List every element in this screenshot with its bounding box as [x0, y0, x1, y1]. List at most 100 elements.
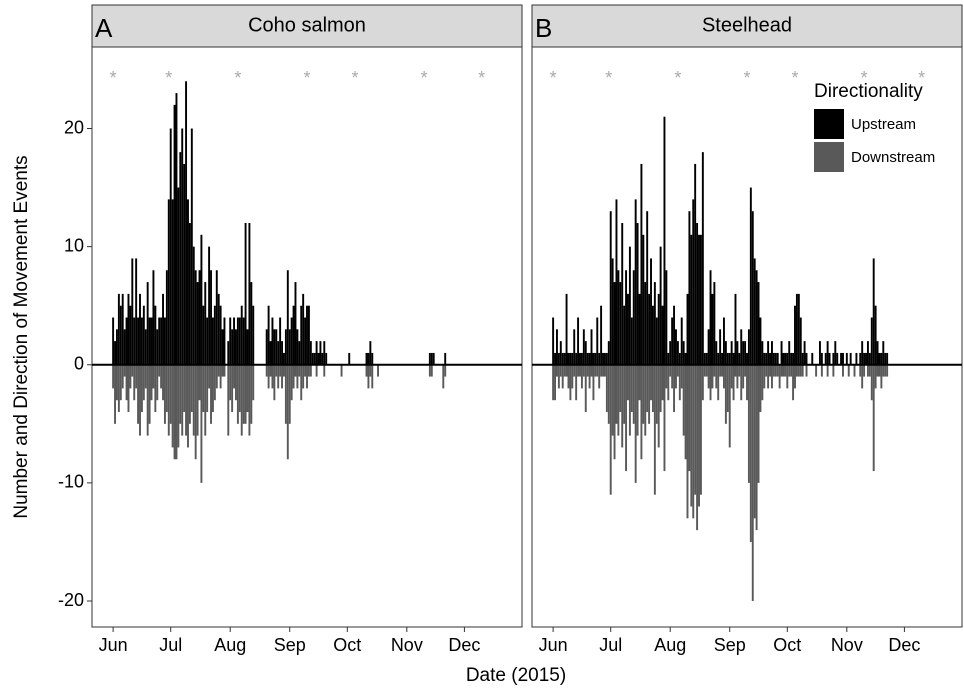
x-tick-label: Aug	[214, 635, 246, 655]
bar	[790, 364, 793, 377]
bar	[880, 352, 883, 365]
bar	[811, 352, 814, 365]
bar	[847, 364, 850, 377]
bar	[119, 305, 122, 365]
bar	[165, 364, 168, 413]
bar	[119, 364, 122, 401]
bar	[582, 329, 585, 365]
bar	[703, 352, 706, 365]
bar	[792, 352, 795, 365]
bar	[281, 341, 284, 365]
bar	[744, 364, 747, 377]
bar	[267, 305, 270, 365]
bar	[580, 352, 583, 365]
bar	[792, 364, 795, 401]
bar	[240, 364, 243, 436]
bar	[663, 364, 666, 472]
asterisk: *	[918, 68, 925, 88]
bar	[619, 282, 622, 365]
bar	[250, 282, 253, 365]
bar	[853, 364, 856, 377]
bar	[703, 364, 706, 377]
bar	[129, 305, 132, 365]
bar	[772, 364, 775, 377]
asterisk: *	[743, 68, 750, 88]
bar	[746, 364, 748, 401]
bar	[659, 364, 662, 413]
bar	[428, 352, 431, 365]
bar	[561, 352, 564, 365]
bar	[621, 223, 624, 365]
bar	[786, 352, 789, 365]
bar	[579, 364, 581, 377]
bar	[701, 364, 704, 401]
bar	[840, 352, 843, 365]
bar	[701, 152, 704, 365]
bar	[669, 364, 672, 377]
bar	[248, 364, 251, 436]
bar	[192, 364, 195, 436]
bar	[279, 317, 282, 365]
bar	[782, 352, 785, 365]
bar	[302, 364, 305, 389]
bar	[866, 364, 869, 377]
strip	[91, 4, 523, 48]
bar	[696, 223, 699, 365]
y-tick-label: -20	[58, 590, 84, 610]
bar	[252, 364, 255, 401]
bar	[183, 364, 186, 413]
bar	[277, 364, 280, 389]
bar	[684, 352, 687, 365]
bar	[753, 258, 756, 365]
bar	[661, 305, 664, 365]
bar	[724, 341, 727, 365]
bar	[726, 352, 729, 365]
bar	[859, 352, 862, 365]
bar	[277, 341, 280, 365]
bar	[235, 364, 237, 401]
bar	[371, 364, 374, 389]
bar	[627, 293, 629, 365]
bar	[628, 364, 631, 436]
bar	[584, 364, 587, 413]
bar	[736, 341, 739, 365]
bar	[650, 364, 652, 401]
asterisk: *	[861, 68, 868, 88]
bar	[244, 364, 247, 424]
bar	[717, 352, 720, 365]
bar	[747, 329, 750, 365]
bar	[284, 329, 287, 365]
bar	[444, 364, 447, 377]
legend-swatch	[814, 109, 844, 139]
bar	[283, 364, 285, 377]
bar	[169, 128, 172, 365]
x-tick-label: Jul	[599, 635, 622, 655]
bar	[561, 364, 564, 389]
bar	[315, 364, 318, 377]
bar	[211, 317, 214, 365]
bar	[876, 364, 879, 377]
asterisk: *	[421, 68, 428, 88]
asterisk: *	[165, 68, 172, 88]
bar	[868, 352, 871, 365]
bar	[267, 364, 270, 389]
bar	[313, 352, 316, 365]
bar	[770, 341, 773, 365]
bar	[625, 364, 628, 472]
bar	[753, 364, 756, 519]
bar	[555, 329, 558, 365]
bar	[304, 317, 307, 365]
bar	[665, 270, 668, 365]
bar	[836, 352, 839, 365]
bar	[642, 364, 645, 424]
bar	[778, 364, 781, 389]
bar	[125, 364, 128, 401]
bar	[638, 364, 641, 401]
bar	[644, 364, 647, 436]
bar	[369, 341, 372, 365]
bar	[682, 364, 685, 436]
bar	[290, 317, 293, 365]
bar	[579, 352, 581, 365]
x-tick-label: Jun	[99, 635, 128, 655]
